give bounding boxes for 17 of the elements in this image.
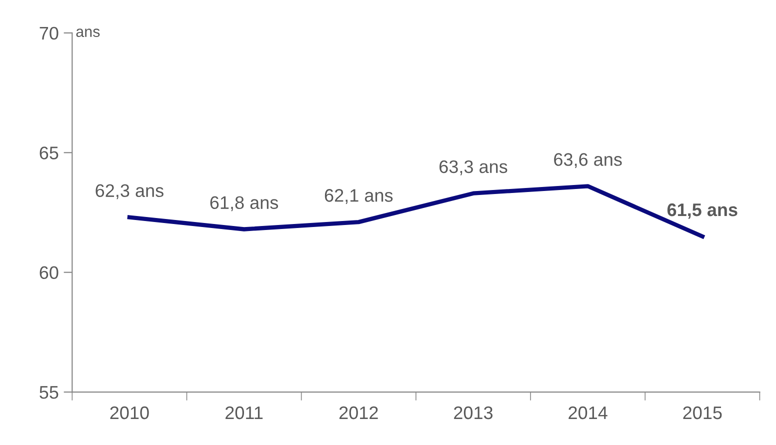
- y-tick-label: 55: [40, 386, 58, 399]
- data-label: 63,3 ans: [440, 160, 508, 176]
- data-label: 61,8 ans: [210, 196, 278, 212]
- data-label: 62,3 ans: [96, 184, 164, 200]
- data-label: 61,5 ans: [667, 203, 738, 219]
- data-label: 63,6 ans: [554, 153, 622, 168]
- x-tick-label: 2012: [339, 406, 378, 420]
- x-tick-label: 2014: [568, 406, 608, 420]
- y-tick-label: 60: [40, 266, 58, 280]
- data-label: 62,1 ans: [324, 189, 393, 204]
- y-axis-title: ans: [76, 28, 100, 38]
- y-tick-label: 70: [40, 26, 58, 40]
- x-tick-label: 2011: [226, 406, 263, 420]
- x-tick-label: 2010: [110, 406, 149, 420]
- y-tick-label: 65: [40, 146, 58, 160]
- x-tick-label: 2015: [683, 406, 722, 420]
- x-tick-label: 2013: [454, 406, 493, 420]
